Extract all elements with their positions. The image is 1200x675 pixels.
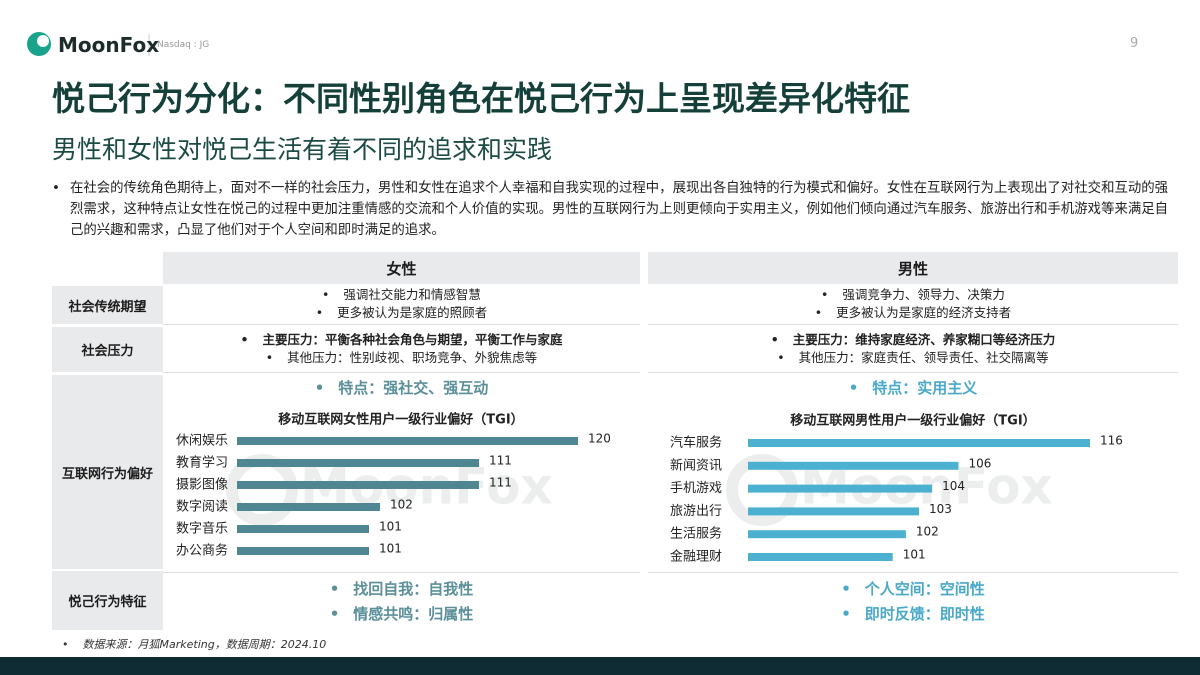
bar [748,439,1090,447]
bullet: • [52,181,60,196]
cell-line: 情感共鸣：归属性 [330,602,473,627]
bar [237,437,578,445]
bar [237,547,369,555]
cell: 个人空间：空间性 即时反馈：即时性 [648,572,1178,630]
logo-icon-inner [37,35,49,47]
bar [748,507,919,516]
value-label: 106 [968,456,991,470]
bar [748,553,893,561]
chart-title: 移动互联网女性用户一级行业偏好（TGI） [278,412,523,428]
page-number: 9 [1130,36,1139,51]
category-label: 数字音乐 [176,521,228,537]
row-label: 社会压力 [52,327,163,372]
intro-text: 在社会的传统角色期待上，面对不一样的社会压力，男性和女性在追求个人幸福和自我实现… [70,181,1169,238]
cell: 主要压力：平衡各种社会角色与期望，平衡工作与家庭 其他压力：性别歧视、职场竞争、… [163,325,640,373]
bar [237,459,479,467]
value-label: 111 [489,476,512,490]
chart-title: 移动互联网男性用户一级行业偏好（TGI） [790,413,1035,429]
value-label: 101 [903,548,926,562]
bar [748,461,959,470]
cell-line: 找回自我：自我性 [330,577,473,602]
category-label: 办公商务 [176,543,228,559]
bar [237,503,380,511]
exchange: Nasdaq : JG [157,40,210,50]
category-label: 休闲娱乐 [176,434,228,449]
subtitle: 男性和女性对悦己生活有着不同的追求和实践 [52,135,553,164]
title: 悦己行为分化：不同性别角色在悦己行为上呈现差异化特征 [52,79,910,118]
bar [237,481,479,489]
value-label: 120 [588,432,611,446]
source-text: 数据来源：月狐Marketing，数据周期：2024.10 [82,638,327,651]
category-label: 教育学习 [176,455,228,471]
brand: MoonFox [58,33,160,57]
feature: 特点：实用主义 [648,376,1178,401]
cell-line: 强调竞争力、领导力、决策力 [821,286,1005,304]
cell: 找回自我：自我性 情感共鸣：归属性 [163,572,640,630]
bar [748,484,933,493]
row-label: 互联网行为偏好 [52,375,163,569]
cell-line: 个人空间：空间性 [841,577,985,602]
bar [748,530,906,539]
value-label: 101 [379,520,402,534]
source: • 数据来源：月狐Marketing，数据周期：2024.10 [62,638,327,651]
column-header: 男性 [648,252,1178,284]
cell-line: 其他压力：性别歧视、职场竞争、外貌焦虑等 [266,349,537,367]
feature: 特点：强社交、强互动 [163,376,640,401]
cell-line: 更多被认为是家庭的经济支持者 [815,304,1011,322]
value-label: 101 [379,542,402,556]
cell-line: 主要压力：维持家庭经济、养家糊口等经济压力 [771,331,1056,349]
category-label: 新闻资讯 [670,457,722,473]
category-label: 金融理财 [670,549,722,565]
cell-line: 其他压力：家庭责任、领导责任、社交隔离等 [777,349,1049,367]
category-label: 数字阅读 [176,500,228,515]
category-label: 摄影图像 [176,478,228,493]
value-label: 116 [1100,434,1123,448]
value-label: 111 [489,454,512,468]
cell: 强调社交能力和情感智慧 更多被认为是家庭的照顾者 [163,284,640,325]
cell-line: 更多被认为是家庭的照顾者 [316,304,487,322]
value-label: 103 [929,502,952,516]
intro: • 在社会的传统角色期待上，面对不一样的社会压力，男性和女性在追求个人幸福和自我实… [52,178,1172,241]
value-label: 104 [942,479,965,493]
row-label: 悦己行为特征 [52,571,163,630]
cell: 主要压力：维持家庭经济、养家糊口等经济压力 其他压力：家庭责任、领导责任、社交隔… [648,325,1178,373]
value-label: 102 [390,498,413,512]
cell-line: 强调社交能力和情感智慧 [322,286,481,304]
category-label: 汽车服务 [670,435,722,451]
bar [237,525,369,533]
category-label: 旅游出行 [670,504,722,519]
value-label: 102 [916,525,939,539]
cell-line: 主要压力：平衡各种社会角色与期望，平衡工作与家庭 [240,331,562,349]
row-label: 社会传统期望 [52,286,163,324]
category-label: 手机游戏 [670,481,722,496]
footer-band [0,657,1200,675]
cell: 强调竞争力、领导力、决策力 更多被认为是家庭的经济支持者 [648,284,1178,325]
column-header: 女性 [163,252,640,284]
cell-line: 即时反馈：即时性 [841,602,985,627]
category-label: 生活服务 [670,526,722,542]
